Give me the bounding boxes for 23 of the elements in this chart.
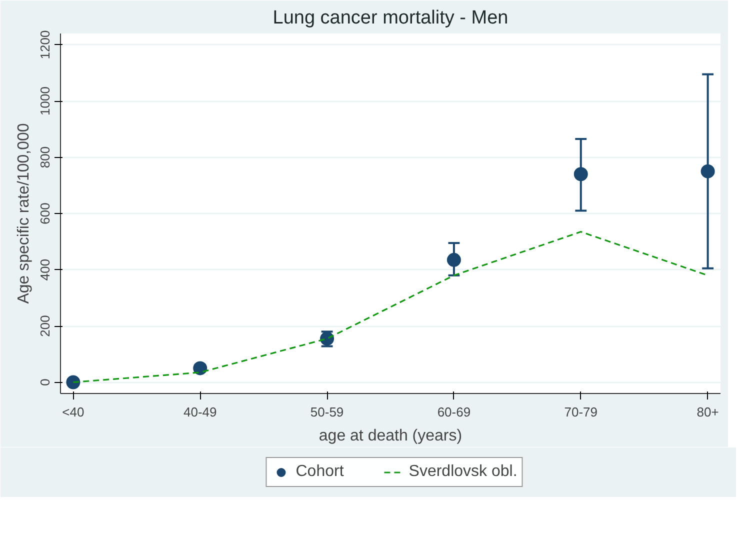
- legend-label: Cohort: [296, 463, 344, 481]
- y-tick-label: 800: [38, 146, 52, 168]
- x-tick-label: 60-69: [437, 404, 471, 420]
- point: [700, 164, 715, 178]
- y-tick-label: 0: [38, 378, 52, 386]
- y-tick-label: 1200: [38, 30, 52, 60]
- y-tick-label: 600: [38, 202, 52, 224]
- y-tick-label: 400: [38, 258, 52, 281]
- point: [446, 252, 461, 267]
- x-tick-label: 80+: [696, 404, 719, 420]
- chart-title: Lung cancer mortality - Men: [272, 8, 508, 28]
- y-tick-label: 200: [38, 315, 52, 337]
- point: [193, 361, 208, 376]
- y-axis-title: Age specific rate/100,000: [16, 123, 32, 304]
- x-tick-label: <40: [62, 404, 84, 420]
- x-tick-label: 70-79: [564, 404, 598, 420]
- legend-label: Sverdlovsk obl.: [408, 463, 518, 481]
- x-tick-label: 50-59: [310, 404, 344, 420]
- x-tick-label: 40-49: [183, 404, 217, 420]
- point: [66, 375, 80, 390]
- x-axis-title: age at death (years): [318, 428, 462, 444]
- y-tick-label: 1000: [38, 86, 52, 116]
- point: [574, 167, 588, 182]
